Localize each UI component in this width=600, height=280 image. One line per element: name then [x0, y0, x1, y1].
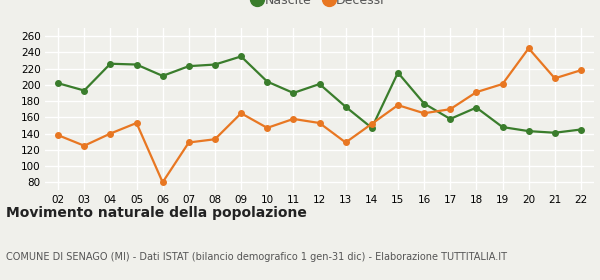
Nascite: [316, 82, 323, 86]
Nascite: [55, 81, 62, 85]
Decessi: [342, 141, 349, 144]
Decessi: [107, 132, 114, 135]
Nascite: [525, 129, 532, 133]
Decessi: [211, 137, 218, 141]
Nascite: [368, 126, 376, 130]
Nascite: [211, 63, 218, 66]
Nascite: [394, 71, 401, 74]
Decessi: [525, 46, 532, 50]
Decessi: [551, 77, 559, 80]
Decessi: [421, 111, 428, 115]
Nascite: [185, 64, 193, 68]
Decessi: [80, 144, 88, 147]
Decessi: [238, 111, 245, 115]
Decessi: [577, 69, 584, 72]
Decessi: [159, 181, 166, 184]
Decessi: [185, 141, 193, 144]
Decessi: [446, 108, 454, 111]
Nascite: [551, 131, 559, 134]
Decessi: [368, 122, 376, 125]
Nascite: [421, 102, 428, 105]
Decessi: [499, 82, 506, 86]
Nascite: [238, 55, 245, 58]
Line: Nascite: Nascite: [55, 54, 584, 136]
Decessi: [394, 103, 401, 107]
Nascite: [342, 105, 349, 108]
Legend: Nascite, Decessi: Nascite, Decessi: [250, 0, 389, 12]
Nascite: [80, 89, 88, 92]
Decessi: [55, 134, 62, 137]
Decessi: [290, 117, 297, 121]
Decessi: [473, 90, 480, 94]
Decessi: [316, 121, 323, 125]
Decessi: [133, 121, 140, 125]
Nascite: [159, 74, 166, 78]
Nascite: [577, 128, 584, 131]
Nascite: [107, 62, 114, 66]
Text: COMUNE DI SENAGO (MI) - Dati ISTAT (bilancio demografico 1 gen-31 dic) - Elabora: COMUNE DI SENAGO (MI) - Dati ISTAT (bila…: [6, 252, 507, 262]
Nascite: [133, 63, 140, 66]
Nascite: [473, 106, 480, 109]
Nascite: [446, 117, 454, 121]
Nascite: [290, 91, 297, 95]
Decessi: [263, 126, 271, 130]
Nascite: [499, 125, 506, 129]
Nascite: [263, 80, 271, 83]
Text: Movimento naturale della popolazione: Movimento naturale della popolazione: [6, 206, 307, 220]
Line: Decessi: Decessi: [55, 46, 584, 185]
